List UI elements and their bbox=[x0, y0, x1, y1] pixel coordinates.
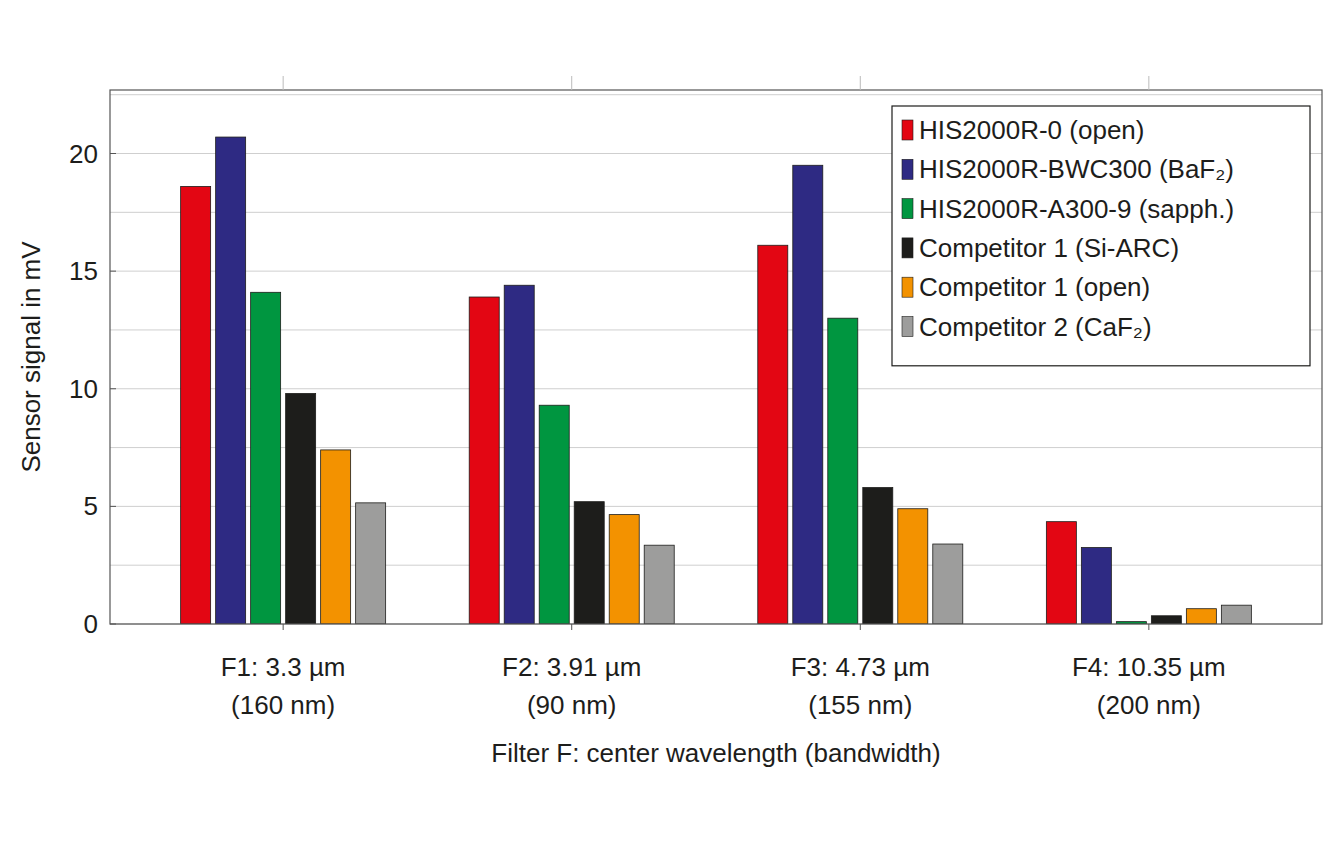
bar bbox=[933, 544, 963, 624]
legend-label: HIS2000R-A300-9 (sapph.) bbox=[919, 194, 1234, 224]
legend-label: Competitor 1 (open) bbox=[919, 272, 1150, 302]
legend-swatch bbox=[902, 120, 913, 140]
bar bbox=[356, 503, 386, 624]
grid-line bbox=[110, 388, 1322, 389]
x-axis-label: Filter F: center wavelength (bandwidth) bbox=[491, 738, 940, 768]
bar bbox=[1186, 609, 1216, 624]
bar bbox=[758, 245, 788, 624]
minor-grid-line bbox=[110, 94, 1322, 95]
bar bbox=[251, 292, 281, 624]
x-tick bbox=[283, 624, 284, 630]
bar bbox=[181, 186, 211, 624]
legend-label: HIS2000R-BWC300 (BaF₂) bbox=[919, 154, 1234, 184]
bar bbox=[321, 450, 351, 624]
bar bbox=[898, 509, 928, 624]
legend-label: HIS2000R-0 (open) bbox=[919, 115, 1144, 145]
bar bbox=[828, 318, 858, 624]
bar bbox=[863, 488, 893, 624]
bar bbox=[1221, 605, 1251, 624]
bar bbox=[286, 393, 316, 624]
chart: 0 5 10 15 20 F1: 3.3 µm(160 nm) F2: 3.91 µm(90… bbox=[0, 0, 1330, 845]
x-tick bbox=[860, 76, 861, 90]
legend-swatch bbox=[902, 277, 913, 297]
legend-label: Competitor 2 (CaF₂) bbox=[919, 312, 1152, 342]
y-tick bbox=[110, 271, 116, 272]
y-tick-label: 20 bbox=[69, 139, 98, 169]
bar bbox=[1151, 616, 1181, 624]
y-tick-label: 5 bbox=[84, 491, 98, 521]
y-tick-label: 15 bbox=[69, 256, 98, 286]
y-tick-label: 10 bbox=[69, 374, 98, 404]
x-tick-label: F4: 10.35 µm(200 nm) bbox=[1072, 652, 1226, 720]
x-tick bbox=[571, 76, 572, 90]
x-tick bbox=[1148, 76, 1149, 90]
x-tick bbox=[1148, 624, 1149, 630]
bar bbox=[504, 285, 534, 624]
bar bbox=[469, 297, 499, 624]
y-tick-label: 0 bbox=[84, 609, 98, 639]
legend-swatch bbox=[902, 238, 913, 258]
legend-box bbox=[892, 106, 1310, 366]
x-tick-label: F2: 3.91 µm(90 nm) bbox=[502, 652, 641, 720]
x-tick-label: F1: 3.3 µm(160 nm) bbox=[221, 652, 346, 720]
bar bbox=[1081, 548, 1111, 624]
bar bbox=[539, 405, 569, 624]
y-axis-label: Sensor signal in mV bbox=[16, 241, 46, 473]
bar bbox=[216, 137, 246, 624]
legend-swatch bbox=[902, 159, 913, 179]
bars bbox=[181, 137, 1252, 624]
plot-frame bbox=[110, 90, 1322, 624]
grid bbox=[110, 95, 1322, 624]
x-tick bbox=[860, 624, 861, 630]
x-tick-label: F3: 4.73 µm(155 nm) bbox=[791, 652, 930, 720]
bar bbox=[793, 165, 823, 624]
x-tick bbox=[571, 624, 572, 630]
legend: HIS2000R-0 (open) HIS2000R-BWC300 (BaF₂) H… bbox=[892, 106, 1310, 366]
bar bbox=[609, 515, 639, 624]
legend-swatch bbox=[902, 199, 913, 219]
bar bbox=[644, 545, 674, 624]
bar bbox=[574, 502, 604, 624]
bar bbox=[1046, 522, 1076, 624]
y-tick bbox=[110, 153, 116, 154]
y-tick bbox=[110, 506, 116, 507]
legend-swatch bbox=[902, 317, 913, 337]
y-tick bbox=[110, 388, 116, 389]
x-tick bbox=[283, 76, 284, 90]
legend-label: Competitor 1 (Si-ARC) bbox=[919, 233, 1179, 263]
